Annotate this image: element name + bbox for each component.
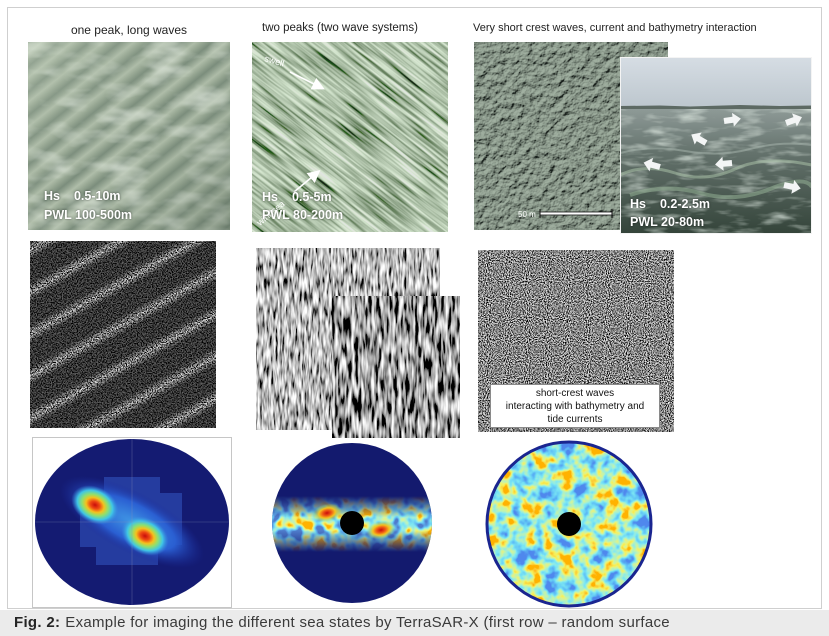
annotation-line: tide currents (547, 414, 603, 425)
hs-label: Hs (630, 197, 646, 211)
hs-value: 0.5-10m (73, 189, 121, 203)
pwl-annotation: PWL 20-80m (630, 215, 705, 229)
optical-image-two-wave-systems: swell windsea Hs 0.5-5m PWL 80-200m (252, 42, 448, 232)
hs-annotation: Hs 0.2-2.5m (630, 197, 710, 212)
figure-caption: Fig. 2: Example for imaging the different… (0, 610, 829, 636)
figure-frame (7, 7, 822, 609)
hs-value: 0.2-2.5m (659, 197, 711, 211)
column-header-two-peaks: two peaks (two wave systems) (262, 22, 418, 34)
spectral-peak (121, 516, 169, 556)
spectral-peak (366, 520, 396, 540)
sar-image-long-waves (30, 241, 216, 428)
hs-label: Hs (44, 189, 60, 203)
wave-spectrum-short-crest (482, 440, 656, 608)
windsea-direction-arrow (293, 169, 321, 193)
horizon-shore (620, 105, 812, 109)
caption-text-line: Fig. 2: Example for imaging the different… (14, 614, 670, 631)
spectral-peak (71, 485, 119, 525)
hs-label: Hs (262, 190, 278, 204)
optical-image-long-waves: Hs 0.5-10m PWL 100-500m (28, 42, 230, 230)
pwl-annotation: PWL 100-500m (44, 208, 133, 222)
column-header-short-crest: Very short crest waves, current and bath… (473, 22, 757, 34)
annotation-line: short-crest waves (535, 388, 615, 399)
center-hole (557, 512, 581, 536)
short-crest-annotation-box: short-crest waves interacting with bathy… (490, 384, 660, 428)
sar-image-short-crest: short-crest waves interacting with bathy… (478, 250, 674, 432)
spectral-peak (312, 503, 342, 523)
crossing-wave-pattern (252, 42, 448, 232)
sky (620, 57, 812, 109)
caption-label: Fig. 2: (14, 614, 61, 631)
swell-direction-arrow (289, 71, 325, 90)
annotation-line: interacting with bathymetry and (505, 401, 645, 412)
wave-spectrum-one-peak (32, 437, 232, 608)
scale-bar-label: 50 m (518, 210, 536, 219)
sar-wave-streaks (30, 241, 216, 428)
sar-detail-texture (332, 296, 460, 438)
scale-bar: 50 m (518, 209, 613, 219)
wave-spectrum-two-peaks (270, 440, 434, 607)
caption-text: Example for imaging the different sea st… (65, 614, 670, 631)
sar-image-two-wave-systems-detail (332, 296, 460, 438)
sea-surface-photo: Hs 0.2-2.5m PWL 20-80m (620, 57, 812, 234)
pwl-annotation: PWL 80-200m (262, 208, 344, 222)
hs-value: 0.5-5m (291, 190, 332, 204)
column-header-one-peak: one peak, long waves (70, 23, 188, 37)
center-hole (340, 511, 364, 535)
hs-annotation: Hs 0.5-5m (262, 190, 332, 205)
hs-annotation: Hs 0.5-10m (44, 189, 121, 204)
